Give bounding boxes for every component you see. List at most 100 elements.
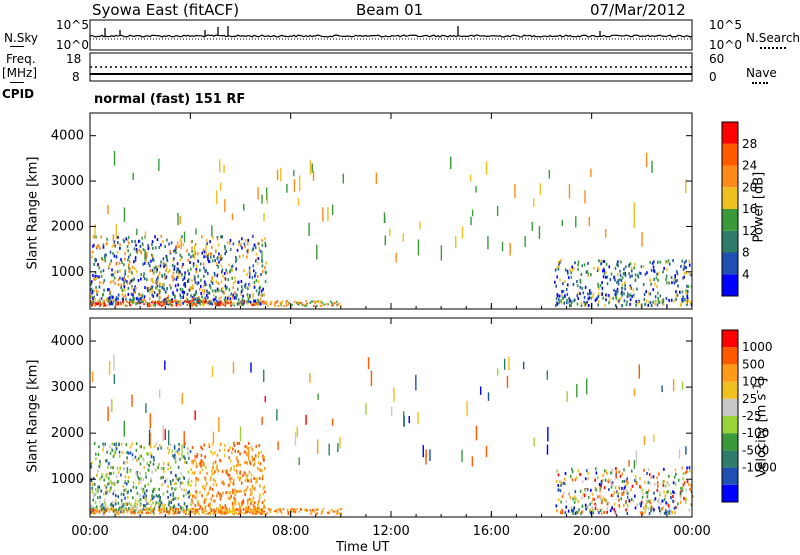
data-cell bbox=[157, 501, 160, 505]
data-cell bbox=[235, 464, 238, 468]
data-cell bbox=[565, 505, 568, 509]
data-cell bbox=[93, 482, 96, 486]
data-cell bbox=[108, 461, 110, 465]
power-tick-label: 8 bbox=[742, 246, 750, 260]
data-cell bbox=[110, 503, 112, 507]
data-cell bbox=[254, 274, 256, 278]
data-cell bbox=[288, 301, 290, 304]
data-cell bbox=[425, 453, 427, 465]
data-cell bbox=[235, 267, 238, 271]
data-cell bbox=[118, 454, 121, 458]
data-cell bbox=[209, 478, 212, 482]
data-cell bbox=[102, 305, 105, 308]
data-cell bbox=[130, 301, 132, 304]
data-cell bbox=[102, 245, 105, 249]
data-cell bbox=[244, 451, 247, 455]
data-cell bbox=[219, 182, 222, 191]
data-cell bbox=[591, 501, 593, 505]
data-cell bbox=[596, 269, 599, 273]
data-cell bbox=[195, 476, 198, 480]
data-cell bbox=[642, 265, 645, 269]
data-cell bbox=[631, 274, 633, 278]
data-cell bbox=[154, 468, 157, 472]
data-cell bbox=[236, 456, 238, 460]
data-cell bbox=[210, 475, 212, 479]
data-cell bbox=[408, 415, 410, 424]
data-cell bbox=[221, 481, 223, 485]
data-cell bbox=[104, 510, 106, 514]
data-cell bbox=[176, 510, 179, 513]
data-cell bbox=[165, 302, 168, 306]
data-cell bbox=[630, 469, 633, 473]
data-cell bbox=[167, 461, 170, 465]
data-cell bbox=[133, 300, 136, 303]
data-cell bbox=[159, 503, 162, 507]
data-cell bbox=[149, 506, 152, 510]
data-cell bbox=[188, 304, 191, 307]
data-cell bbox=[142, 503, 145, 507]
data-cell bbox=[143, 303, 145, 306]
data-cell bbox=[110, 259, 112, 263]
data-cell bbox=[145, 259, 147, 263]
data-cell bbox=[200, 458, 203, 462]
data-cell bbox=[555, 297, 558, 301]
data-cell bbox=[683, 261, 686, 265]
data-cell bbox=[130, 292, 133, 296]
data-cell bbox=[685, 470, 688, 474]
data-cell bbox=[138, 454, 141, 458]
data-cell bbox=[136, 472, 138, 476]
data-cell bbox=[135, 269, 138, 273]
data-cell bbox=[114, 302, 117, 306]
data-cell bbox=[226, 286, 228, 290]
data-cell bbox=[137, 457, 140, 461]
data-cell bbox=[253, 285, 256, 289]
data-cell bbox=[656, 272, 658, 276]
data-cell bbox=[402, 233, 405, 242]
data-cell bbox=[182, 294, 185, 298]
data-cell bbox=[152, 508, 155, 511]
data-cell bbox=[164, 245, 166, 249]
data-cell bbox=[261, 508, 263, 512]
data-cell bbox=[110, 465, 113, 469]
data-cell bbox=[205, 466, 207, 470]
data-cell bbox=[211, 245, 213, 249]
data-cell bbox=[119, 246, 121, 250]
data-cell bbox=[190, 304, 193, 307]
data-cell bbox=[203, 288, 206, 292]
data-cell bbox=[600, 501, 603, 505]
data-cell bbox=[646, 491, 649, 495]
data-cell bbox=[124, 304, 127, 307]
data-cell bbox=[365, 403, 367, 415]
data-cell bbox=[172, 478, 174, 482]
data-cell bbox=[224, 454, 226, 458]
data-cell bbox=[618, 486, 621, 490]
data-cell bbox=[148, 264, 151, 268]
data-cell bbox=[663, 490, 665, 494]
data-cell bbox=[150, 479, 152, 483]
data-cell bbox=[168, 510, 170, 513]
data-cell bbox=[91, 291, 93, 295]
data-cell bbox=[150, 510, 153, 513]
data-cell bbox=[124, 475, 127, 479]
data-cell bbox=[659, 491, 661, 495]
data-cell bbox=[258, 500, 260, 504]
data-cell bbox=[164, 508, 167, 511]
data-cell bbox=[211, 259, 214, 263]
data-cell bbox=[617, 279, 620, 283]
data-cell bbox=[635, 450, 638, 465]
data-cell bbox=[174, 451, 176, 455]
data-cell bbox=[241, 288, 244, 292]
data-cell bbox=[267, 508, 270, 511]
data-cell bbox=[95, 509, 98, 512]
data-cell bbox=[246, 479, 249, 483]
data-cell bbox=[686, 296, 689, 300]
data-cell bbox=[590, 273, 592, 277]
data-cell bbox=[146, 452, 149, 456]
data-cell bbox=[274, 509, 277, 512]
data-cell bbox=[154, 302, 156, 306]
data-cell bbox=[136, 301, 139, 305]
data-cell bbox=[522, 361, 525, 370]
data-cell bbox=[287, 512, 290, 515]
data-cell bbox=[211, 289, 214, 293]
